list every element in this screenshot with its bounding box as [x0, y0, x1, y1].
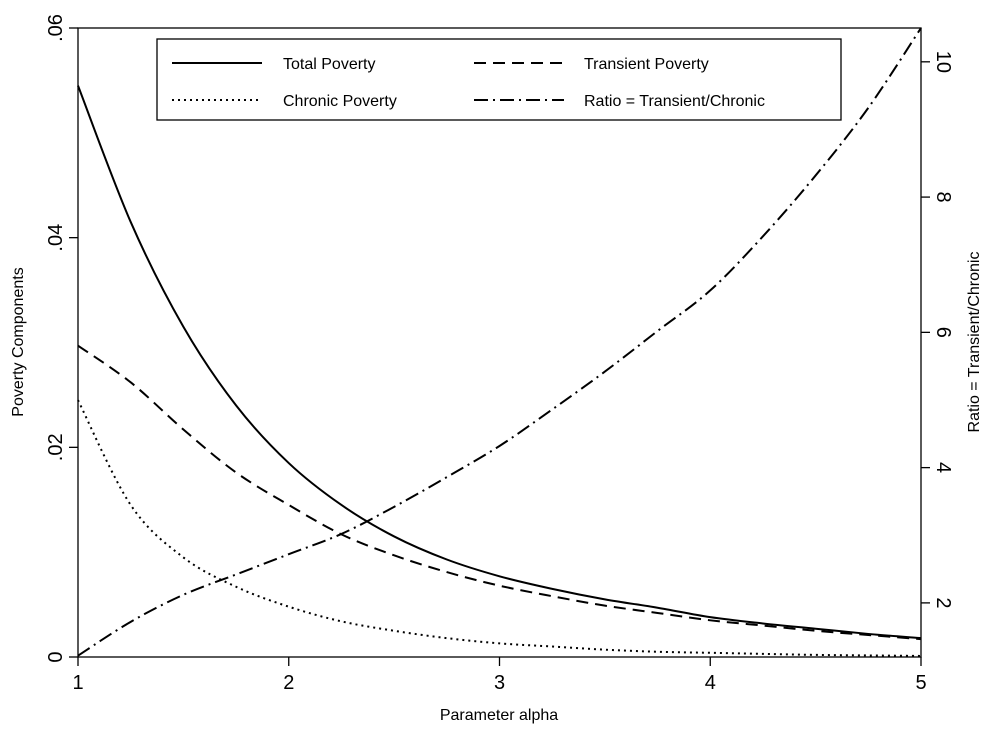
y-right-tick-label: 4: [932, 462, 954, 473]
axes-layer: 1 2 3 4 5 0 .02 .04 .06 2 4 6 8 10: [45, 14, 954, 694]
legend-label-total-poverty: Total Poverty: [283, 56, 375, 73]
legend-label-ratio: Ratio = Transient/Chronic: [584, 93, 765, 110]
x-axis-label: Parameter alpha: [440, 707, 558, 724]
y-left-tick-label: .06: [45, 14, 67, 42]
legend-box: [156, 38, 842, 121]
series-line-transient-poverty: [77, 344, 922, 641]
series-line-chronic-poverty: [77, 399, 922, 657]
legend: Total Poverty Transient Poverty Chronic …: [156, 38, 842, 121]
x-tick-label: 3: [494, 672, 505, 694]
x-tick-label: 5: [915, 672, 926, 694]
y-left-tick-label: 0: [45, 651, 67, 662]
y-right-tick-label: 8: [932, 192, 954, 203]
y-left-tick-label: .02: [45, 433, 67, 461]
series-line-total-poverty: [77, 85, 922, 640]
legend-label-chronic-poverty: Chronic Poverty: [283, 93, 397, 110]
x-tick-label: 1: [72, 672, 83, 694]
series-layer: [77, 27, 922, 657]
x-tick-label: 4: [705, 672, 716, 694]
legend-label-transient-poverty: Transient Poverty: [584, 56, 709, 73]
series-line-ratio-transient-chronic: [77, 27, 922, 657]
y-left-tick-label: .04: [45, 224, 67, 252]
y-right-tick-label: 2: [932, 597, 954, 608]
y-right-tick-label: 6: [932, 327, 954, 338]
x-tick-label: 2: [283, 672, 294, 694]
y-axis-right-label: Ratio = Transient/Chronic: [966, 252, 983, 433]
y-right-tick-label: 10: [932, 51, 954, 73]
y-axis-left-label: Poverty Components: [10, 267, 27, 416]
